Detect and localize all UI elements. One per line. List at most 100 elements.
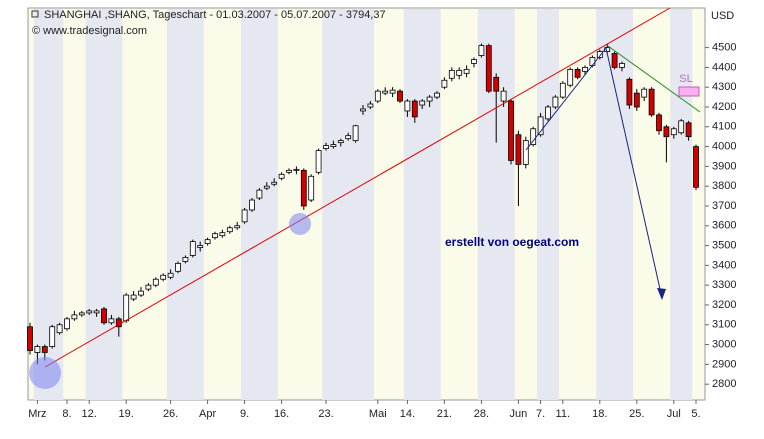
y-tick-label: 4200	[712, 101, 736, 113]
candle-body	[374, 90, 381, 102]
week-band	[670, 9, 693, 400]
candle-body	[130, 294, 137, 300]
candle-body	[574, 68, 581, 78]
candles	[27, 43, 699, 365]
candle-body	[145, 284, 152, 290]
y-axis-label: USD	[711, 10, 734, 22]
candle-body	[234, 225, 241, 229]
x-tick-label: 11.	[556, 408, 570, 420]
chart-subtitle: © www.tradesignal.com	[32, 25, 147, 37]
candle-body	[86, 310, 93, 314]
y-tick-label: 3200	[712, 299, 736, 311]
candle-body	[278, 173, 285, 179]
arrow-line	[525, 47, 607, 151]
candle-body	[241, 209, 248, 223]
week-bands	[33, 9, 693, 400]
candle-body	[108, 318, 115, 324]
week-band	[596, 9, 634, 400]
candle-body	[515, 134, 522, 165]
week-band	[240, 9, 278, 400]
y-tick-label: 3800	[712, 180, 736, 192]
y-tick-label: 3500	[712, 239, 736, 251]
y-tick-label: 3000	[712, 338, 736, 350]
candle-body	[559, 82, 566, 98]
candle-body	[537, 116, 544, 136]
candle-body	[226, 227, 233, 233]
x-tick-label: 21.	[437, 408, 452, 420]
candle-body	[308, 175, 315, 201]
candle-body	[27, 326, 33, 351]
candle-body	[389, 89, 396, 94]
candle-body	[426, 96, 433, 102]
candle-body	[323, 145, 329, 149]
y-tick-label: 3400	[712, 259, 736, 271]
week-band	[536, 9, 560, 400]
candle-body	[456, 69, 463, 76]
candle-body	[611, 53, 618, 68]
candle-body	[49, 326, 56, 347]
candle-body	[478, 45, 485, 56]
candle-body	[493, 76, 500, 92]
candle-body	[545, 106, 551, 120]
candle-body	[678, 120, 685, 134]
candle-body	[175, 262, 181, 272]
y-tick-label: 2900	[712, 358, 736, 370]
candle-body	[434, 92, 440, 98]
candle-body	[360, 108, 366, 112]
candle-body	[123, 294, 130, 322]
x-tick-label: 23.	[318, 408, 333, 420]
x-tick-label: 18.	[592, 408, 607, 420]
candle-body	[160, 274, 167, 280]
x-tick-label: Jul	[667, 408, 681, 420]
candle-body	[582, 66, 588, 72]
x-tick-label: 7.	[536, 408, 545, 420]
candle-body	[500, 90, 507, 102]
x-tick-label: Mai	[369, 408, 387, 420]
x-tick-label: 9.	[240, 408, 249, 420]
candle-body	[397, 90, 403, 102]
candle-body	[352, 125, 359, 142]
y-tick-label: 4500	[712, 42, 736, 54]
candle-body	[411, 100, 418, 118]
candle-body	[263, 185, 270, 189]
title-icon	[31, 10, 39, 18]
arrow-head	[657, 288, 666, 300]
candle-body	[249, 199, 255, 211]
candle-body	[693, 146, 699, 188]
candle-body	[367, 103, 374, 108]
candle-body	[670, 128, 677, 136]
candle-body	[138, 290, 144, 296]
x-tick-label: 8.	[62, 408, 71, 420]
candle-body	[648, 88, 655, 116]
candle-body	[197, 245, 204, 248]
candle-body	[656, 114, 662, 132]
candle-body	[41, 346, 48, 353]
highlight-circle	[29, 357, 61, 389]
x-tick-label: Jun	[510, 408, 528, 420]
candle-body	[212, 233, 218, 239]
candle-body	[471, 59, 477, 64]
watermark-text: erstellt von oegeat.com	[445, 235, 579, 249]
candle-body	[463, 68, 470, 74]
week-band	[477, 9, 515, 400]
candle-body	[256, 189, 263, 199]
candle-body	[641, 88, 648, 98]
resistance-line	[607, 45, 701, 113]
candle-body	[71, 314, 78, 320]
week-band	[403, 9, 441, 400]
x-tick-label: 5.	[691, 408, 700, 420]
y-tick-label: 4300	[712, 81, 736, 93]
candle-body	[619, 63, 625, 68]
candle-body	[382, 90, 389, 94]
y-tick-label: 4000	[712, 140, 736, 152]
y-tick-label: 4100	[712, 121, 736, 133]
trend-line	[44, 7, 671, 368]
candle-body	[530, 128, 537, 146]
candle-body	[271, 181, 278, 185]
candle-body	[522, 140, 529, 165]
y-tick-label: 3900	[712, 160, 736, 172]
x-tick-label: 25.	[629, 408, 644, 420]
candle-body	[633, 92, 640, 108]
candle-body	[286, 169, 292, 173]
candle-body	[485, 45, 492, 92]
